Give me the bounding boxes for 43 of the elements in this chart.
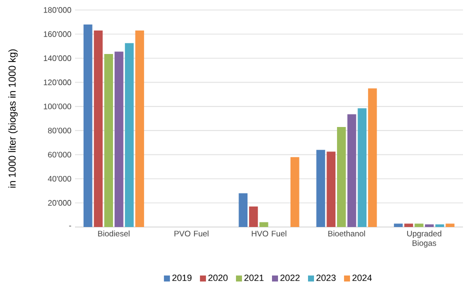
y-tick-label: 20'000 — [48, 200, 72, 206]
legend-label: 2020 — [208, 274, 228, 281]
y-tick-label: 180'000 — [44, 7, 72, 13]
y-tick-label: 100'000 — [44, 104, 72, 110]
x-tick-label: HVO Fuel — [252, 230, 286, 236]
bar — [337, 126, 346, 227]
y-tick-label: 60'000 — [48, 152, 72, 158]
legend-label: 2022 — [280, 274, 300, 281]
bar — [326, 152, 336, 227]
bar — [259, 222, 268, 227]
x-tick-label: Bioethanol — [328, 230, 365, 236]
bar — [238, 193, 248, 227]
legend-label: 2023 — [316, 274, 336, 281]
bar — [316, 150, 326, 227]
bar — [394, 224, 403, 227]
x-tick-label: Upgraded Biogas — [407, 230, 442, 248]
bar — [94, 30, 103, 227]
bar — [249, 206, 258, 227]
bar — [84, 24, 92, 227]
bar — [347, 114, 356, 227]
bar — [446, 224, 454, 227]
bar — [358, 108, 367, 227]
legend-label: 2024 — [352, 274, 372, 281]
bar — [124, 43, 134, 227]
bar — [414, 224, 424, 227]
bar — [424, 224, 434, 227]
bar — [104, 54, 114, 227]
bar — [435, 224, 444, 227]
y-axis-title: in 1000 liter (biogas in 1000 kg) — [8, 49, 18, 188]
legend-label: 2021 — [244, 274, 264, 281]
y-tick-label: 140'000 — [44, 55, 72, 62]
bar — [114, 52, 124, 227]
y-tick-label: 40'000 — [48, 176, 72, 182]
y-tick-label: 160'000 — [44, 31, 72, 37]
bar — [290, 157, 300, 227]
x-tick-label: Biodiesel — [98, 230, 130, 236]
x-tick-label: PVO Fuel — [174, 230, 208, 236]
legend-label: 2019 — [172, 274, 192, 281]
bar — [368, 88, 377, 227]
y-tick-label: 120'000 — [44, 80, 72, 86]
y-tick-label: 80'000 — [48, 128, 72, 134]
bar — [404, 224, 414, 227]
bar — [135, 30, 144, 227]
